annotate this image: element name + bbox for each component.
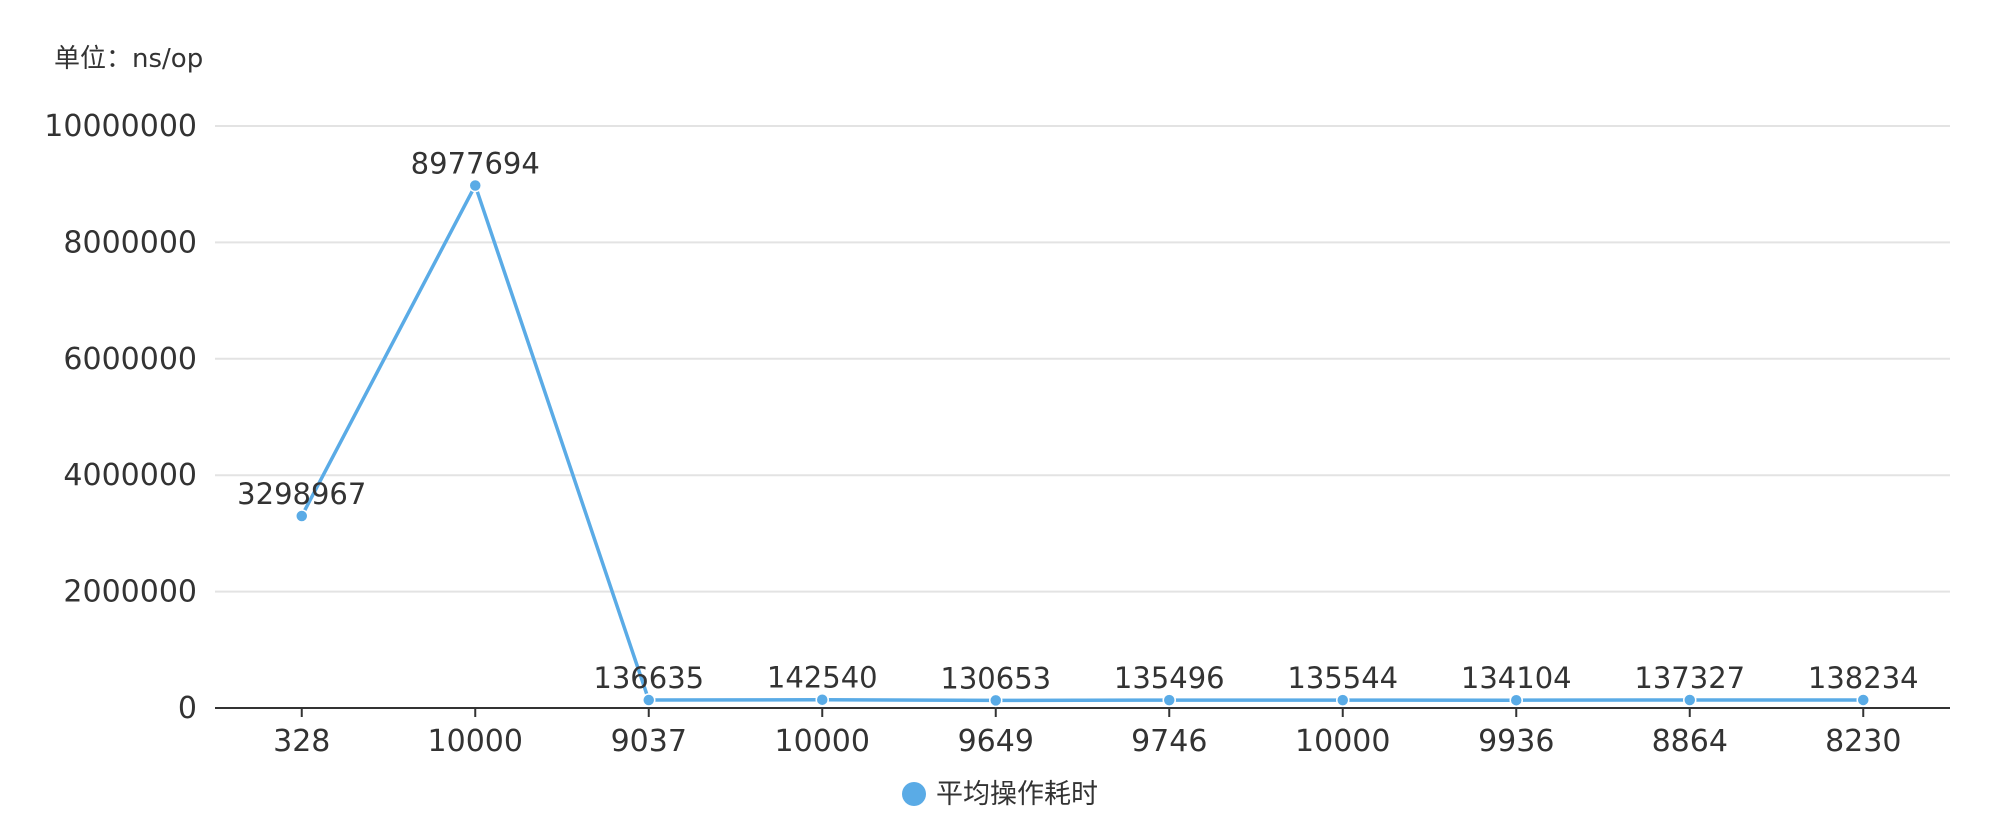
data-label: 134104: [1461, 661, 1572, 695]
x-tick-label: 328: [273, 724, 330, 759]
legend-label: 平均操作耗时: [936, 779, 1098, 810]
series-line-path: [300, 183, 1864, 703]
data-point: [815, 692, 829, 707]
data-label: 8977694: [411, 146, 540, 180]
data-point: [1683, 693, 1697, 707]
data-point: [1336, 693, 1350, 707]
legend-marker: [902, 782, 926, 806]
y-tick-label: 8000000: [63, 225, 197, 260]
data-point: [468, 178, 482, 193]
x-axis: 328 10000 9037 10000 9649 9746 10000 9936 8864 82…: [215, 707, 1950, 759]
y-tick-label: 10000000: [44, 109, 197, 144]
x-tick-label: 10000: [1295, 724, 1390, 759]
gridlines: [215, 125, 1950, 593]
x-tick-label: 8230: [1825, 724, 1901, 759]
unit-label: 单位：ns/op: [54, 44, 204, 74]
data-label: 136635: [593, 661, 704, 695]
data-point: [295, 509, 309, 523]
data-point: [1162, 693, 1176, 707]
y-tick-label: 4000000: [63, 458, 197, 493]
x-tick-label: 9037: [611, 724, 687, 759]
series-line: [300, 183, 1864, 703]
x-tick-label: 10000: [775, 724, 870, 759]
data-label: 137327: [1634, 661, 1745, 695]
line-chart: 0 2000000 4000000 6000000 8000000 10000000 32…: [44, 109, 1950, 759]
data-label: 138234: [1808, 661, 1919, 695]
y-axis-ticks: 0 2000000 4000000 6000000 8000000 10000000: [44, 109, 197, 726]
data-point: [642, 693, 656, 707]
data-label: 135496: [1114, 661, 1225, 695]
data-point: [1509, 693, 1523, 707]
x-tick-label: 9649: [958, 724, 1034, 759]
y-tick-label: 0: [178, 691, 197, 726]
x-tick-label: 9746: [1131, 724, 1207, 759]
data-label: 142540: [767, 661, 878, 695]
data-labels: 3298967 8977694 136635 142540 130653 135496 13…: [237, 146, 1918, 695]
legend[interactable]: 平均操作耗时: [0, 772, 2000, 811]
x-tick-label: 10000: [428, 724, 523, 759]
y-tick-label: 2000000: [63, 575, 197, 610]
data-points: [295, 178, 1870, 708]
x-tick-label: 8864: [1652, 724, 1728, 759]
data-label: 3298967: [237, 477, 366, 511]
data-point: [989, 693, 1003, 708]
x-tick-label: 9936: [1478, 724, 1554, 759]
data-label: 135544: [1287, 661, 1398, 695]
y-tick-label: 6000000: [63, 342, 197, 377]
data-point: [1856, 693, 1870, 707]
data-label: 130653: [940, 661, 1051, 695]
